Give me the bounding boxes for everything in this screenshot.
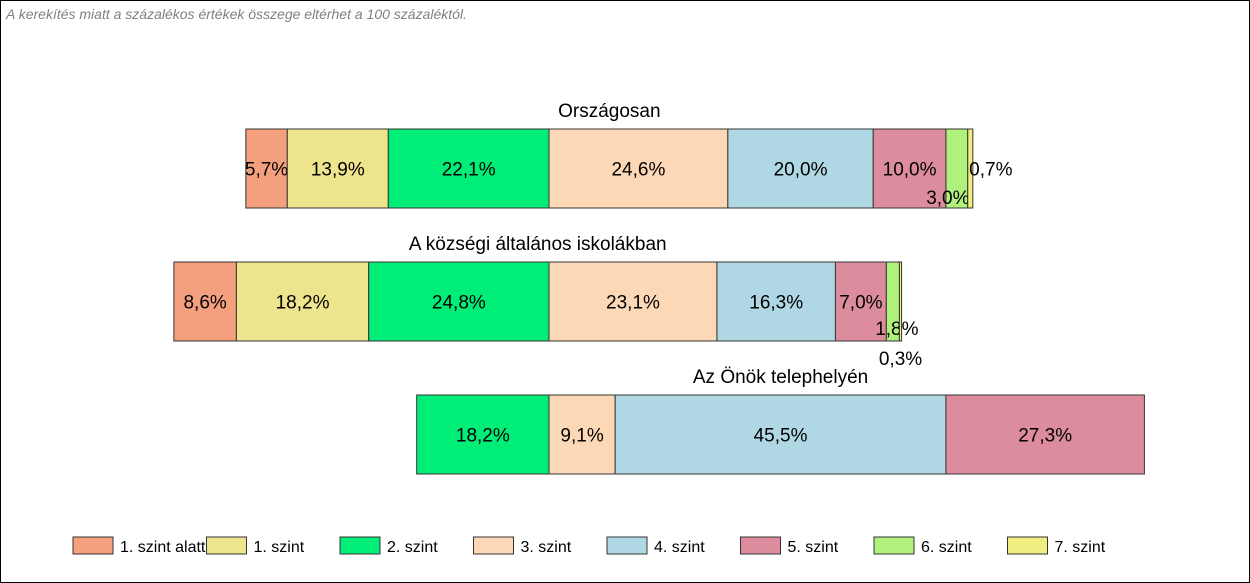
legend-swatch	[339, 536, 381, 555]
legend-swatch	[1007, 536, 1048, 555]
bar-segment	[872, 128, 947, 209]
data-label: 9,1%	[560, 426, 603, 447]
bar-segment	[548, 128, 729, 209]
data-label: 18,2%	[456, 426, 510, 447]
legend-label: 4. szint	[654, 539, 705, 556]
legend-swatch	[206, 536, 247, 555]
bar-segment	[286, 128, 389, 209]
data-label: 23,1%	[606, 293, 660, 314]
bar-segment	[834, 261, 887, 342]
legend-swatch	[740, 536, 781, 555]
data-label: 1,8%	[875, 319, 918, 340]
bar-segment	[945, 394, 1145, 475]
legend-label: 6. szint	[921, 539, 972, 556]
bar-segment	[716, 261, 836, 342]
bar-segment	[548, 394, 616, 475]
legend-swatch	[72, 536, 114, 555]
legend-label: 3. szint	[521, 539, 572, 556]
bar-segment	[173, 261, 237, 342]
legend-label: 1. szint	[254, 539, 305, 556]
data-label: 24,6%	[611, 160, 665, 181]
bar-segment	[898, 261, 903, 342]
data-label: 13,9%	[311, 160, 365, 181]
data-label: 18,2%	[276, 293, 330, 314]
bar-segment	[235, 261, 370, 342]
data-label: 0,3%	[879, 349, 922, 370]
data-label: 10,0%	[883, 160, 937, 181]
legend-swatch	[873, 536, 915, 555]
legend-label: 2. szint	[387, 539, 438, 556]
data-label: 27,3%	[1018, 426, 1072, 447]
data-label: 8,6%	[183, 293, 226, 314]
bar-segment	[416, 394, 550, 475]
bar-segment	[614, 394, 947, 475]
bar-segment	[548, 261, 718, 342]
data-label: 5,7%	[245, 160, 288, 181]
legend-label: 7. szint	[1055, 539, 1106, 556]
bar-segment	[727, 128, 874, 209]
legend-swatch	[473, 536, 514, 555]
data-label: 16,3%	[749, 293, 803, 314]
legend-swatch	[606, 536, 648, 555]
data-label: 24,8%	[432, 293, 486, 314]
legend-label: 5. szint	[788, 539, 839, 556]
group-title: Az Önök telephelyén	[693, 367, 868, 388]
data-label: 3,0%	[926, 188, 969, 209]
data-label: 7,0%	[839, 293, 882, 314]
data-label: 22,1%	[442, 160, 496, 181]
data-label: 0,7%	[969, 160, 1012, 181]
data-label: 20,0%	[774, 160, 828, 181]
bar-segment	[368, 261, 550, 342]
group-title: Országosan	[558, 101, 660, 122]
legend-label: 1. szint alatti	[120, 539, 209, 556]
data-label: 45,5%	[754, 426, 808, 447]
group-title: A községi általános iskolákban	[409, 234, 667, 255]
bar-segment	[967, 128, 974, 209]
rounding-note: A kerekítés miatt a százalékos értékek ö…	[6, 6, 467, 22]
